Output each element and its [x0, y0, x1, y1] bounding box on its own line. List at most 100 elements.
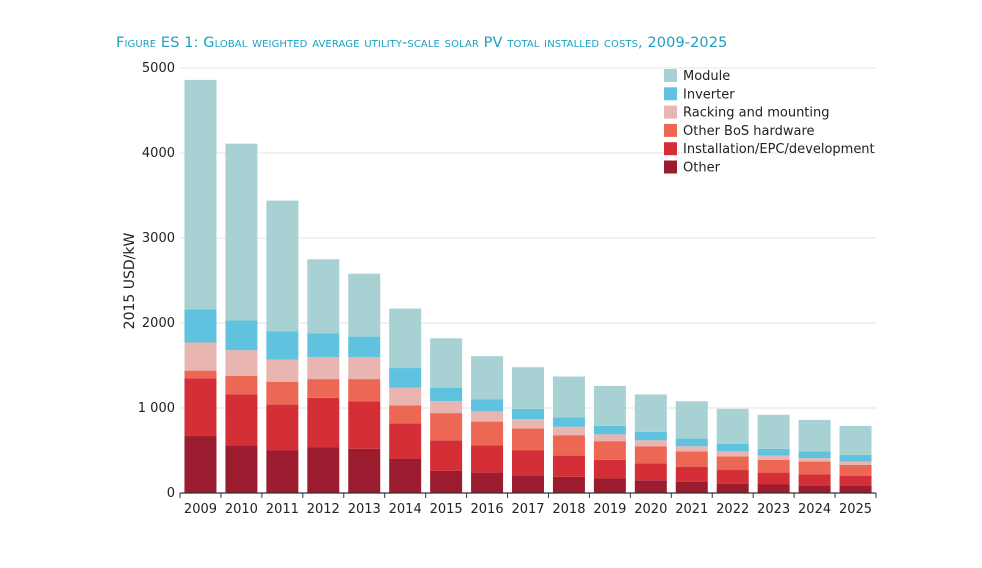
legend-label: Inverter [683, 87, 735, 102]
bar-segment [184, 309, 217, 343]
bar-segment [307, 259, 340, 334]
y-tick-label: 5000 [142, 61, 175, 76]
bar-segment [184, 342, 217, 371]
x-tick-label: 2014 [389, 502, 422, 517]
bar-segment [798, 419, 831, 452]
bar-segment [307, 333, 340, 357]
x-tick-label: 2013 [348, 502, 381, 517]
bar-segment [552, 417, 585, 427]
bar-segment [552, 426, 585, 436]
bar-segment [430, 413, 463, 441]
bar-segment [634, 480, 667, 493]
x-tick-label: 2015 [430, 502, 463, 517]
bar-segment [593, 441, 626, 460]
bar-segment [266, 200, 299, 332]
bar-segment [348, 448, 381, 493]
bar-segment [593, 478, 626, 493]
bar-segment [593, 434, 626, 442]
x-tick-label: 2009 [184, 502, 217, 517]
bar-segment [307, 447, 340, 493]
bar-segment [225, 320, 258, 351]
bar-segment [512, 476, 544, 493]
bar-segment [389, 423, 422, 459]
x-tick-label: 2019 [593, 502, 626, 517]
legend-label: Module [683, 69, 730, 84]
bar-segment [716, 456, 749, 471]
y-tick-label: 2000 [142, 316, 175, 331]
bar-segment [348, 401, 381, 449]
legend-label: Other [683, 161, 721, 176]
chart-title: Figure ES 1: Global weighted average uti… [116, 35, 728, 51]
bar-segment [839, 485, 872, 493]
bar-segment [757, 472, 790, 485]
x-tick-label: 2010 [225, 502, 258, 517]
axes: 0 1 000 2000 3000 4000 5000 2009 2010 2011 2012 20… [122, 61, 877, 517]
legend-swatch [664, 87, 677, 101]
bar-segment [348, 336, 381, 357]
x-tick-label: 2020 [634, 502, 667, 517]
bar-segment [389, 459, 422, 493]
bar-segment [839, 476, 872, 486]
bar-segment [389, 308, 422, 369]
x-tick-label: 2017 [511, 502, 544, 517]
bar-segment [798, 461, 831, 475]
bar-segment [839, 425, 872, 455]
bar-segment [266, 450, 299, 493]
bar-segment [471, 472, 504, 493]
bar-segment [430, 387, 463, 402]
bar-segment [512, 428, 544, 451]
bar-segment [716, 451, 749, 457]
x-tick-label: 2016 [471, 502, 504, 517]
bar-segment [471, 399, 504, 412]
bar-segment [798, 474, 831, 486]
bar-segment [839, 464, 872, 476]
bar-segment [471, 411, 504, 422]
bar-segment [184, 370, 217, 379]
y-tick-label: 3000 [142, 231, 175, 246]
bar-segment [675, 466, 708, 482]
bar-segment [430, 338, 463, 388]
bar-segment [675, 446, 708, 452]
bar-segment [675, 451, 708, 467]
bar-segment [512, 367, 544, 409]
bar-segment [307, 397, 340, 448]
x-tick-label: 2012 [307, 502, 340, 517]
bar-segment [512, 450, 544, 476]
bar-segment [634, 431, 667, 441]
bar-segment [634, 440, 667, 447]
bar-segment [839, 454, 872, 462]
bar-segment [225, 143, 258, 321]
bar-segment [634, 394, 667, 432]
bar-segment [634, 446, 667, 464]
bar-segment [757, 455, 790, 460]
legend-swatch [664, 142, 677, 156]
bar-segment [716, 443, 749, 452]
bar-segment [348, 379, 381, 402]
bar-segment [634, 463, 667, 481]
bar-segment [307, 357, 340, 380]
bar-segment [757, 459, 790, 473]
y-axis-label: 2015 USD/kW [122, 233, 138, 330]
bar-segment [348, 357, 381, 380]
legend-swatch [664, 69, 677, 82]
y-tick-label: 4000 [142, 146, 175, 161]
x-tick-label: 2025 [839, 502, 872, 517]
legend-swatch [664, 105, 677, 119]
bar-segment [471, 421, 504, 446]
x-tick-label: 2022 [716, 502, 749, 517]
bar-segment [757, 414, 790, 449]
bar-segment [512, 419, 544, 429]
bar-segment [225, 375, 258, 395]
bar-segment [225, 445, 258, 493]
bar-segment [266, 331, 299, 360]
bar-segment [552, 476, 585, 493]
bar-segment [798, 458, 831, 462]
bar-segment [389, 405, 422, 424]
bar-segment [593, 425, 626, 435]
legend-swatch [664, 123, 677, 137]
y-tick-label: 0 [167, 486, 175, 501]
legend: Module Inverter Racking and mounting Other … [664, 69, 875, 176]
bar-segment [225, 350, 258, 376]
bar-segment [716, 483, 749, 493]
bar-segment [348, 273, 381, 337]
